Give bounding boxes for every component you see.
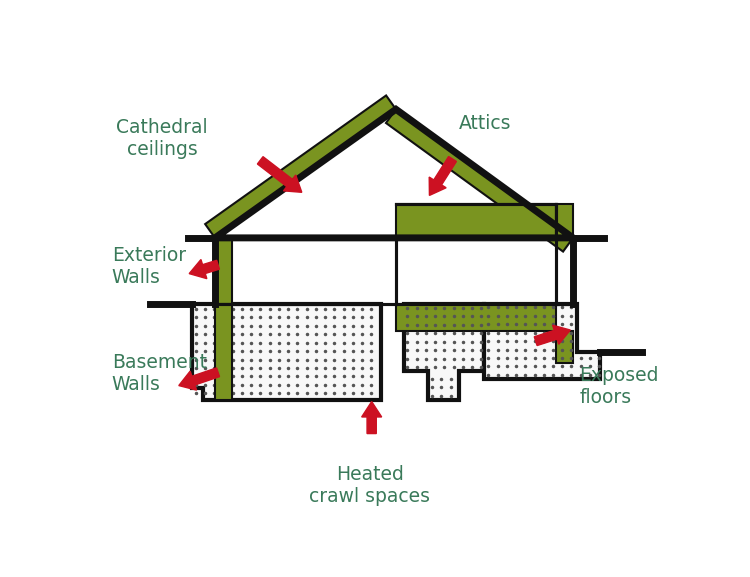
Polygon shape xyxy=(232,238,396,304)
Text: Exposed
floors: Exposed floors xyxy=(580,366,659,407)
FancyArrow shape xyxy=(178,368,220,390)
FancyArrow shape xyxy=(257,157,302,192)
Polygon shape xyxy=(192,304,380,399)
FancyArrow shape xyxy=(534,325,570,346)
Bar xyxy=(396,304,556,331)
Text: Exterior
Walls: Exterior Walls xyxy=(112,246,186,287)
Bar xyxy=(556,331,573,364)
Text: Basement
Walls: Basement Walls xyxy=(112,353,207,394)
FancyArrow shape xyxy=(189,260,220,279)
Bar xyxy=(215,238,232,304)
FancyArrow shape xyxy=(429,156,457,196)
Bar xyxy=(215,304,232,399)
Polygon shape xyxy=(386,109,573,252)
Text: Cathedral
ceilings: Cathedral ceilings xyxy=(116,118,208,159)
Polygon shape xyxy=(396,207,556,304)
Text: Heated
crawl spaces: Heated crawl spaces xyxy=(310,466,430,507)
Text: Attics: Attics xyxy=(459,114,512,133)
Bar xyxy=(556,204,573,237)
Bar xyxy=(396,204,556,238)
Polygon shape xyxy=(484,304,600,379)
Polygon shape xyxy=(404,304,484,399)
FancyArrow shape xyxy=(362,402,382,433)
Polygon shape xyxy=(206,95,396,238)
